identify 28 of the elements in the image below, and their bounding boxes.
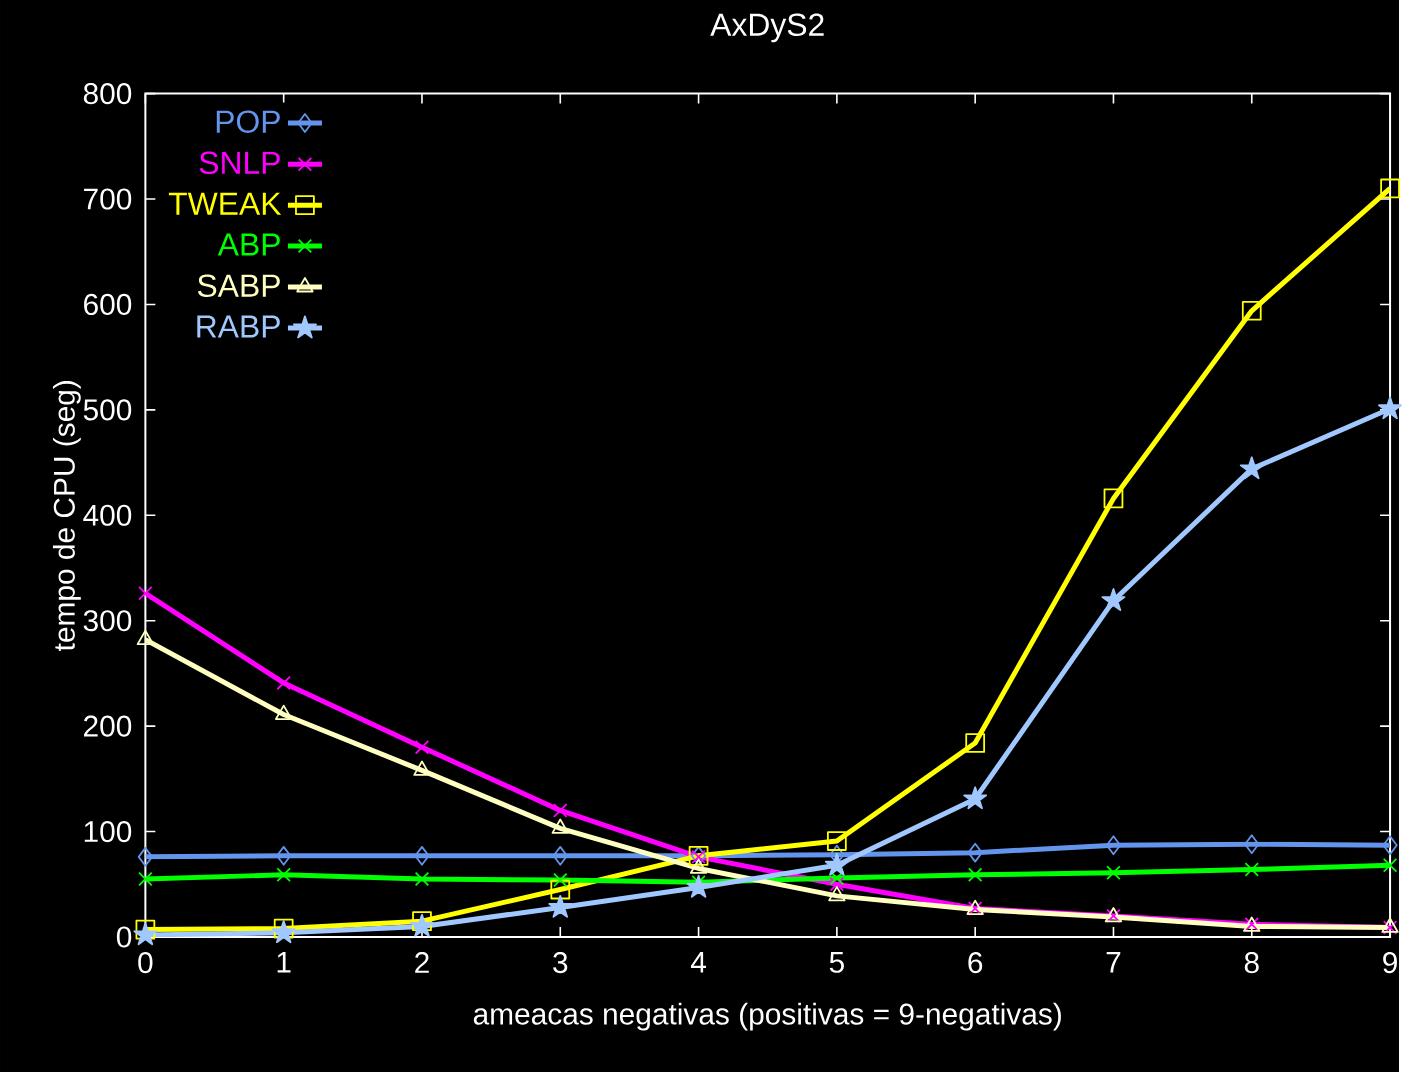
y-tick-label: 0: [116, 926, 132, 948]
chart-title: AxDyS2: [710, 13, 824, 43]
x-tick-label: 3: [553, 951, 568, 973]
y-tick-label: 200: [84, 715, 132, 737]
x-tick-label: 6: [968, 951, 983, 973]
y-tick-label: 400: [83, 504, 132, 526]
x-axis-title: ameacas negativas (positivas = 9-negativas): [473, 1002, 1061, 1031]
x-tick-label: 9: [1383, 951, 1397, 973]
y-tick-label: 300: [83, 609, 132, 632]
x-tick-label: 4: [690, 951, 707, 973]
legend-label: SABP: [197, 274, 280, 297]
y-tick-label: 100: [84, 820, 132, 842]
x-tick-label: 0: [138, 951, 153, 973]
x-tick-label: 7: [1106, 951, 1121, 973]
y-tick-label: 600: [84, 293, 132, 315]
legend-label: SNLP: [199, 151, 280, 174]
x-tick-label: 5: [829, 951, 844, 973]
legend-label: TWEAK: [168, 192, 282, 215]
legend-label: ABP: [217, 233, 280, 256]
y-tick-label: 500: [83, 399, 132, 421]
y-tick-label: 700: [84, 188, 132, 210]
x-tick-label: 2: [415, 951, 429, 973]
y-tick-label: 800: [83, 82, 132, 104]
legend-label: RABP: [197, 315, 280, 338]
x-tick-label: 1: [277, 951, 291, 973]
legend-label: POP: [216, 110, 280, 133]
x-tick-label: 8: [1244, 951, 1259, 973]
y-axis-title: tempo de CPU (seg): [52, 380, 81, 651]
